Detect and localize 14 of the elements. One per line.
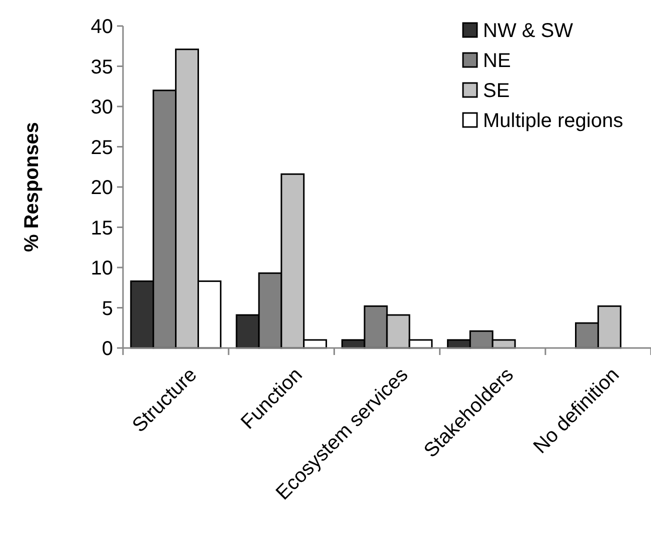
legend-label: Multiple regions: [483, 110, 624, 132]
y-axis-title: % Responses: [21, 122, 43, 252]
legend-label: SE: [483, 80, 510, 102]
y-tick-label: 30: [90, 96, 113, 118]
y-tick-label: 20: [90, 177, 113, 199]
y-tick-label: 10: [90, 258, 113, 280]
legend-label: NW & SW: [483, 20, 574, 42]
y-tick-label: 15: [90, 217, 113, 240]
y-tick-label: 0: [102, 338, 113, 360]
y-tick-label: 40: [90, 16, 113, 38]
y-tick-label: 25: [90, 136, 113, 159]
y-tick-label: 5: [102, 298, 113, 320]
legend-label: NE: [483, 50, 511, 72]
y-tick-label: 35: [90, 56, 113, 78]
